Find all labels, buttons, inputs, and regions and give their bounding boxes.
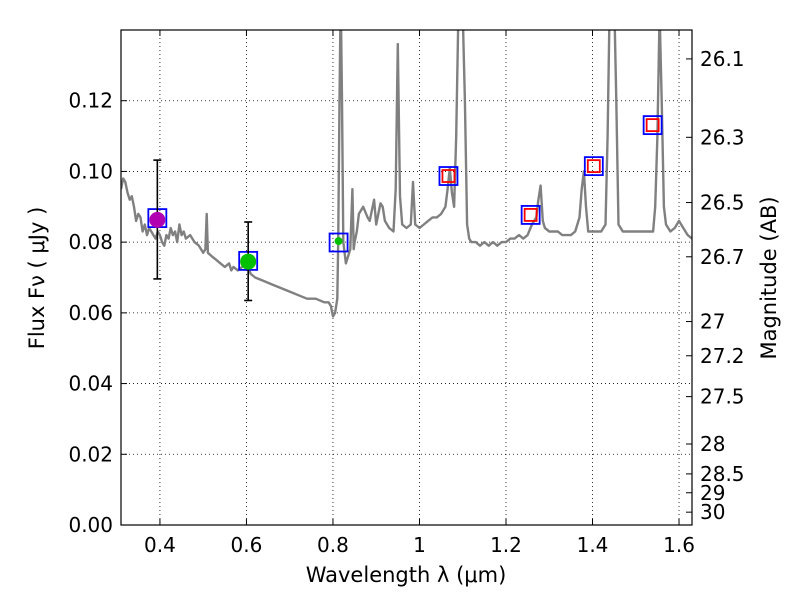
- x-tick-label: 1.6: [663, 533, 695, 557]
- upper-limit-marker: [441, 169, 456, 183]
- model-photometry-marker: [438, 166, 459, 186]
- upper-limit-marker: [523, 208, 538, 222]
- right-tick-label: 26.7: [700, 245, 745, 269]
- y-tick-label: 0.04: [68, 372, 113, 396]
- y-tick-label: 0.06: [68, 301, 113, 325]
- right-tick-label: 27: [700, 310, 725, 334]
- detection-point: [240, 253, 257, 270]
- marker-layer: [147, 115, 663, 302]
- y-axis-title: Flux Fν ( μJy ): [25, 207, 49, 350]
- y-tick-label: 0.02: [68, 442, 113, 466]
- right-tick-label: 26.1: [700, 47, 745, 71]
- grid: [121, 30, 692, 525]
- x-tick-label: 0.6: [231, 533, 263, 557]
- x-axis-title: Wavelength λ (μm): [306, 563, 507, 587]
- tick-labels: 0.4 0.6 0.8 1 1.2 1.4 1.6 0.00 0.02 0.04 0.06 0.08 0…: [68, 47, 744, 557]
- right-axis-title: Magnitude (AB): [757, 196, 781, 359]
- y-tick-label: 0.12: [68, 89, 113, 113]
- upper-limit-marker: [586, 159, 601, 174]
- plot-frame: [120, 29, 693, 526]
- right-tick-label: 27.5: [700, 385, 745, 409]
- model-photometry-marker: [520, 205, 541, 225]
- right-tick-label: 28: [700, 432, 725, 456]
- x-tick-label: 1.4: [577, 533, 609, 557]
- right-tick-label: 29: [700, 481, 725, 505]
- ticks: [121, 30, 692, 526]
- right-tick-label: 26.5: [700, 191, 745, 215]
- model-spectrum-line: [121, 30, 692, 318]
- x-tick-label: 1: [413, 533, 426, 557]
- right-tick-label: 28.5: [700, 462, 745, 486]
- plot-area: [121, 30, 692, 525]
- model-photometry-marker: [642, 115, 663, 136]
- y-tick-label: 0.10: [68, 159, 113, 183]
- upper-limit-marker: [645, 118, 660, 133]
- right-tick-label: 26.3: [700, 125, 745, 149]
- model-photometry-marker: [583, 156, 604, 177]
- spectrum-layer: [121, 30, 692, 318]
- right-tick-label: 30: [700, 500, 725, 524]
- detection-point: [149, 211, 166, 228]
- x-tick-label: 0.8: [317, 533, 349, 557]
- model-photometry-marker: [328, 232, 349, 253]
- x-tick-label: 1.2: [490, 533, 522, 557]
- right-tick-label: 27.2: [700, 344, 745, 368]
- x-tick-label: 0.4: [144, 533, 176, 557]
- detection-point: [334, 237, 343, 246]
- y-tick-label: 0.00: [68, 513, 113, 537]
- y-tick-label: 0.08: [68, 230, 113, 254]
